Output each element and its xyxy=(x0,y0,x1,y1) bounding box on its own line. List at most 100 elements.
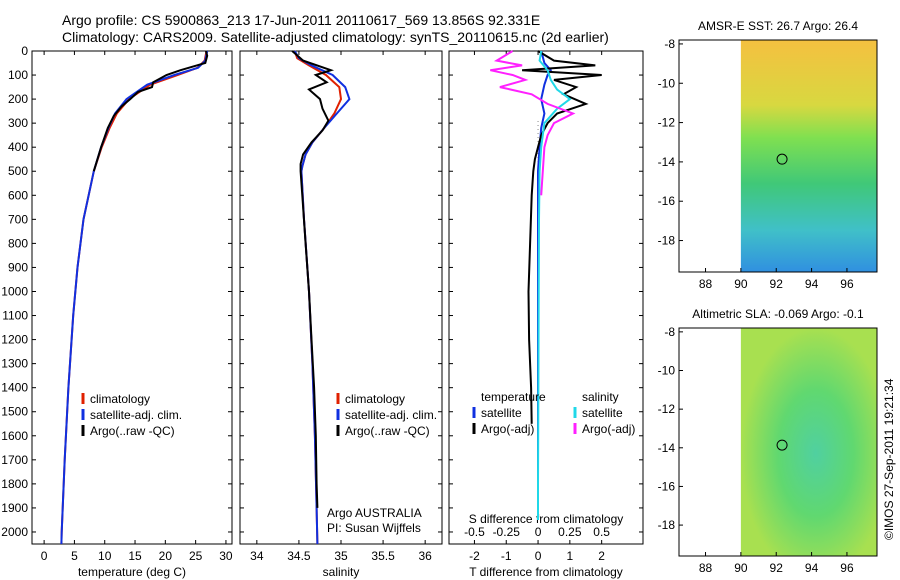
map-lon-label: 88 xyxy=(699,277,713,291)
annotation-line: PI: Susan Wijffels xyxy=(327,521,421,535)
legend-label: Argo(..raw -QC) xyxy=(345,424,430,438)
annotation-line: Argo AUSTRALIA xyxy=(327,506,422,520)
depth-tick-label: 1700 xyxy=(1,453,28,467)
depth-tick-label: 2000 xyxy=(1,525,28,539)
x-tick-label-sal: 34 xyxy=(250,549,264,563)
depth-tick-label: 500 xyxy=(8,164,28,178)
map-lat-label: -14 xyxy=(658,441,676,455)
x-tick-label-sal: 34.5 xyxy=(287,549,311,563)
legend-label: Argo(-adj) xyxy=(481,422,534,436)
x-tick-label-temp: 5 xyxy=(71,549,78,563)
map-lat-label: -12 xyxy=(658,116,676,130)
map-lon-label: 96 xyxy=(840,277,854,291)
legend-label: Argo(-adj) xyxy=(582,422,635,436)
argo-position-marker xyxy=(776,439,788,451)
depth-tick-label: 900 xyxy=(8,260,28,274)
series-line-sal_argo xyxy=(490,50,576,196)
depth-tick-label: 800 xyxy=(8,236,28,250)
depth-tick-label: 1600 xyxy=(1,429,28,443)
map-lon-label: 88 xyxy=(699,561,713,575)
x-tick-label-sal: 35.5 xyxy=(371,549,395,563)
map-frame-sst xyxy=(678,39,878,273)
plot-frame-temp xyxy=(31,50,233,545)
x-axis-label-temp: temperature (deg C) xyxy=(78,565,186,579)
depth-tick-label: 0 xyxy=(21,44,28,58)
map-lon-label: 94 xyxy=(805,277,819,291)
x-tick-label-diff: 0 xyxy=(535,549,542,563)
depth-tick-label: 1400 xyxy=(1,381,28,395)
legend-label: climatology xyxy=(90,392,150,406)
legend-label: climatology xyxy=(345,392,405,406)
x-tick-label-temp: 25 xyxy=(189,549,203,563)
x-tick-label-temp: 30 xyxy=(219,549,233,563)
depth-tick-label: 1300 xyxy=(1,357,28,371)
x-tick-label-sal: 35 xyxy=(334,549,348,563)
map-lat-label: -10 xyxy=(658,76,676,90)
map-field-sla xyxy=(740,328,877,556)
depth-tick-label: 400 xyxy=(8,140,28,154)
depth-tick-label: 1500 xyxy=(1,405,28,419)
map-lat-label: -12 xyxy=(658,402,676,416)
map-lat-label: -14 xyxy=(658,155,676,169)
depth-tick-label: 600 xyxy=(8,188,28,202)
argo-position-marker xyxy=(776,153,788,165)
map-lat-label: -18 xyxy=(658,234,676,248)
depth-tick-label: 300 xyxy=(8,116,28,130)
plot-frame-diff xyxy=(448,50,644,545)
x-tick-label-top: -0.5 xyxy=(464,525,485,539)
x-tick-label-diff: 2 xyxy=(598,549,605,563)
map-title-sla: Altimetric SLA: -0.069 Argo: -0.1 xyxy=(692,307,864,321)
header-line-1: Argo profile: CS 5900863_213 17-Jun-2011… xyxy=(62,12,541,28)
map-lon-label: 90 xyxy=(734,561,748,575)
map-lon-label: 94 xyxy=(805,561,819,575)
x-tick-label-top: 0 xyxy=(535,525,542,539)
x-tick-label-temp: 20 xyxy=(159,549,173,563)
x-tick-label-diff: 1 xyxy=(567,549,574,563)
x-axis-label-sal: salinity xyxy=(323,565,360,579)
legend-label: satellite-adj. clim. xyxy=(345,408,437,422)
x-tick-label-temp: 15 xyxy=(128,549,142,563)
header-line-2: Climatology: CARS2009. Satellite-adjuste… xyxy=(62,29,609,45)
plot-frame-sal xyxy=(239,50,443,545)
legend-heading: salinity xyxy=(582,390,619,404)
depth-tick-label: 700 xyxy=(8,212,28,226)
x-tick-label-diff: -1 xyxy=(501,549,512,563)
legend-label: satellite xyxy=(481,406,522,420)
depth-tick-label: 200 xyxy=(8,92,28,106)
depth-tick-label: 100 xyxy=(8,68,28,82)
map-title-sst: AMSR-E SST: 26.7 Argo: 26.4 xyxy=(698,19,858,33)
depth-tick-label: 1900 xyxy=(1,501,28,515)
legend-label: satellite-adj. clim. xyxy=(90,408,182,422)
map-field-sst xyxy=(740,40,877,272)
map-lat-label: -8 xyxy=(664,37,675,51)
map-lat-label: -18 xyxy=(658,518,676,532)
legend-label: satellite xyxy=(582,406,623,420)
depth-tick-label: 1200 xyxy=(1,333,28,347)
map-lat-label: -16 xyxy=(658,479,676,493)
depth-tick-label: 1800 xyxy=(1,477,28,491)
x-tick-label-temp: 0 xyxy=(41,549,48,563)
depth-tick-label: 1100 xyxy=(2,309,28,323)
x-tick-label-top: 0.5 xyxy=(593,525,610,539)
map-lat-label: -16 xyxy=(658,194,676,208)
x-tick-label-sal: 36 xyxy=(418,549,432,563)
series-line-sal_sat xyxy=(537,50,572,520)
x-tick-label-temp: 10 xyxy=(98,549,112,563)
map-frame-sla xyxy=(678,327,878,557)
series-line-argo xyxy=(92,50,209,172)
map-lon-label: 96 xyxy=(840,561,854,575)
x-tick-label-diff: -2 xyxy=(469,549,480,563)
map-lat-label: -8 xyxy=(664,325,675,339)
map-lon-label: 90 xyxy=(734,277,748,291)
map-lon-label: 92 xyxy=(770,277,784,291)
timestamp-stamp: ©IMOS 27-Sep-2011 19:21:34 xyxy=(882,378,896,540)
x-axis-label-top: S difference from climatology xyxy=(469,512,624,526)
x-axis-label-diff: T difference from climatology xyxy=(469,565,623,579)
depth-tick-label: 1000 xyxy=(1,284,28,298)
x-tick-label-top: 0.25 xyxy=(558,525,582,539)
legend-label: Argo(..raw -QC) xyxy=(90,424,175,438)
legend-heading: temperature xyxy=(481,390,546,404)
x-tick-label-top: -0.25 xyxy=(493,525,521,539)
map-lon-label: 92 xyxy=(770,561,784,575)
